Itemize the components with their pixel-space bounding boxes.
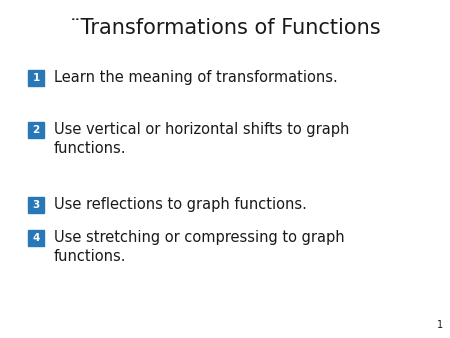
Text: ¨Transformations of Functions: ¨Transformations of Functions bbox=[70, 18, 380, 38]
FancyBboxPatch shape bbox=[28, 122, 44, 138]
Text: functions.: functions. bbox=[54, 249, 126, 264]
Text: functions.: functions. bbox=[54, 141, 126, 156]
FancyBboxPatch shape bbox=[28, 230, 44, 246]
Text: 3: 3 bbox=[32, 200, 40, 210]
Text: Use vertical or horizontal shifts to graph: Use vertical or horizontal shifts to gra… bbox=[54, 122, 349, 137]
Text: 1: 1 bbox=[437, 320, 443, 330]
Text: Use stretching or compressing to graph: Use stretching or compressing to graph bbox=[54, 230, 345, 245]
Text: 4: 4 bbox=[32, 233, 40, 243]
Text: 2: 2 bbox=[32, 125, 40, 135]
FancyBboxPatch shape bbox=[28, 197, 44, 213]
Text: Learn the meaning of transformations.: Learn the meaning of transformations. bbox=[54, 70, 338, 85]
FancyBboxPatch shape bbox=[28, 70, 44, 86]
Text: Use reflections to graph functions.: Use reflections to graph functions. bbox=[54, 197, 307, 212]
Text: 1: 1 bbox=[32, 73, 40, 83]
